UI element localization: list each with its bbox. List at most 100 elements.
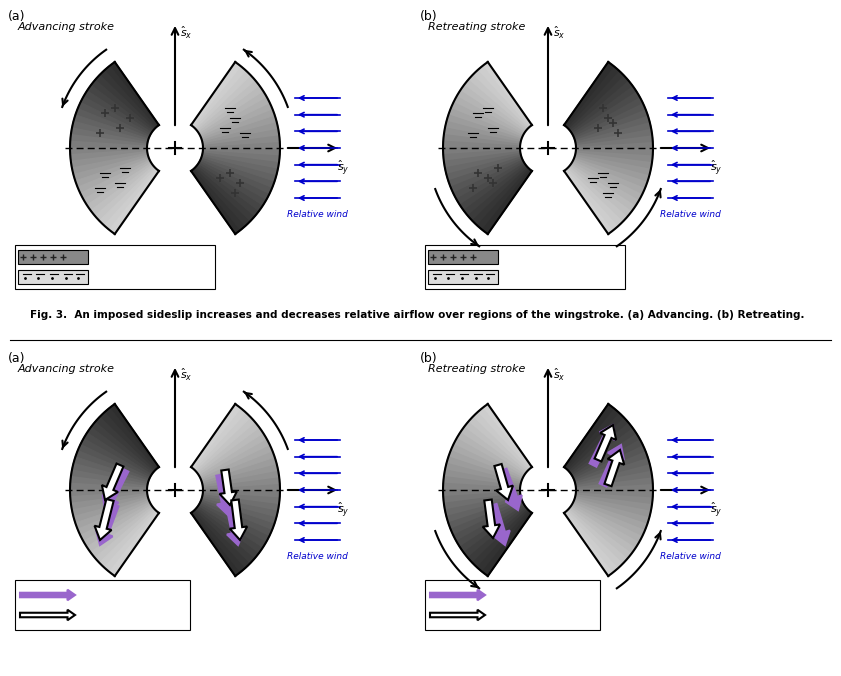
Polygon shape [202,464,278,485]
FancyArrow shape [20,610,75,621]
Polygon shape [576,141,653,148]
Polygon shape [572,504,639,547]
Polygon shape [565,169,619,230]
Polygon shape [569,75,628,130]
Polygon shape [202,122,278,143]
Polygon shape [444,470,521,487]
Text: (a): (a) [8,10,25,23]
Polygon shape [104,169,157,230]
Polygon shape [576,490,653,497]
Polygon shape [198,163,263,211]
Polygon shape [573,439,643,478]
Polygon shape [198,85,263,132]
Polygon shape [574,451,648,481]
Polygon shape [109,62,159,126]
Polygon shape [565,66,619,127]
Polygon shape [70,141,147,148]
FancyArrow shape [600,445,624,487]
Polygon shape [195,75,255,130]
Polygon shape [203,141,280,148]
Polygon shape [564,170,614,234]
Polygon shape [478,510,531,572]
Polygon shape [95,417,155,472]
Polygon shape [451,445,523,479]
Polygon shape [193,169,246,230]
Polygon shape [473,510,529,568]
Polygon shape [193,510,246,572]
Polygon shape [444,493,521,510]
Polygon shape [447,457,521,483]
Polygon shape [70,490,147,497]
Polygon shape [71,470,147,487]
Polygon shape [76,109,149,139]
Polygon shape [570,427,636,475]
Polygon shape [76,451,149,481]
Polygon shape [195,166,255,221]
Polygon shape [445,496,521,516]
Polygon shape [87,427,152,475]
Polygon shape [564,404,614,468]
Polygon shape [202,155,277,181]
Polygon shape [201,499,275,529]
Bar [18,250,88,264]
Polygon shape [574,157,648,187]
Polygon shape [77,158,150,193]
Polygon shape [76,499,149,529]
Polygon shape [193,408,246,469]
FancyArrow shape [230,500,247,540]
Polygon shape [483,404,532,468]
Polygon shape [198,162,267,206]
Polygon shape [445,122,521,143]
FancyArrow shape [103,468,129,510]
Polygon shape [194,412,251,470]
Polygon shape [70,135,147,146]
Polygon shape [196,507,259,558]
Polygon shape [567,412,623,470]
Polygon shape [478,66,531,127]
Text: Nominal drag: Nominal drag [493,590,559,600]
Polygon shape [460,505,526,553]
Polygon shape [447,155,521,181]
Polygon shape [99,412,156,470]
Polygon shape [70,483,147,490]
Text: Retreating stroke: Retreating stroke [428,364,526,374]
Polygon shape [196,165,259,216]
Polygon shape [569,422,632,473]
Polygon shape [451,500,523,535]
Polygon shape [457,162,525,206]
Polygon shape [483,512,532,576]
Polygon shape [104,408,157,469]
Text: $\hat{s}_y$: $\hat{s}_y$ [336,500,349,518]
Polygon shape [457,91,525,135]
Polygon shape [453,160,524,199]
Polygon shape [199,502,270,541]
Bar [425,245,625,289]
Polygon shape [202,497,277,523]
Polygon shape [575,496,651,516]
FancyArrow shape [220,469,237,505]
Polygon shape [569,507,632,558]
Polygon shape [201,109,275,139]
Polygon shape [569,166,628,221]
FancyArrow shape [216,475,234,515]
Polygon shape [575,493,652,510]
Polygon shape [443,135,521,146]
Polygon shape [576,150,653,162]
Polygon shape [567,168,623,226]
Polygon shape [576,477,653,488]
Polygon shape [570,85,636,132]
Text: Perturbed drag: Perturbed drag [493,610,567,620]
Polygon shape [196,422,259,473]
Polygon shape [73,155,148,181]
Text: Relative wind: Relative wind [660,210,721,219]
Polygon shape [448,451,522,481]
Polygon shape [447,115,521,141]
Polygon shape [91,422,154,473]
Polygon shape [572,91,639,135]
Polygon shape [72,464,148,485]
Polygon shape [83,433,151,477]
Polygon shape [202,153,278,174]
FancyArrow shape [96,504,119,545]
Polygon shape [576,492,653,504]
Polygon shape [574,109,648,139]
